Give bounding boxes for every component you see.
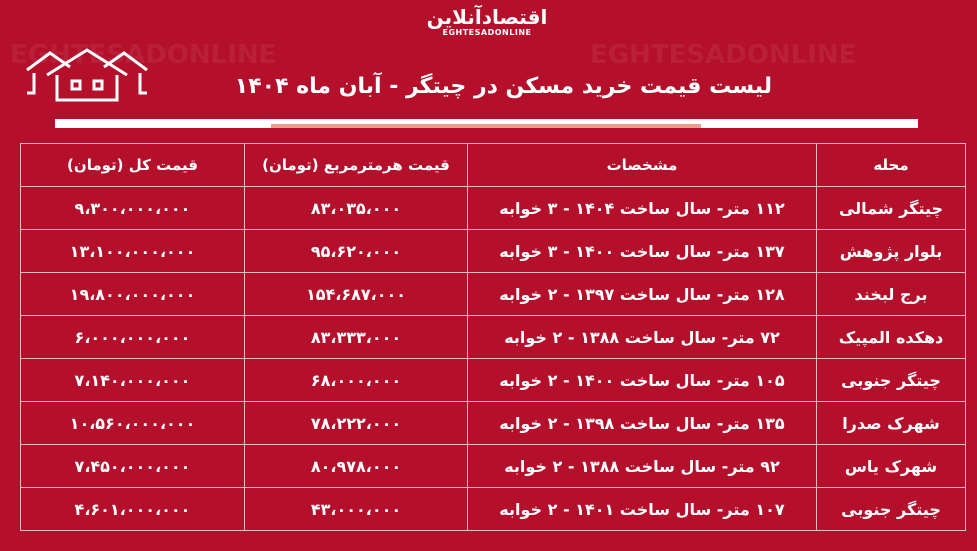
page-title: لیست قیمت خرید مسکن در چیتگر - آبان ماه …	[234, 74, 772, 99]
cell-neighborhood: چیتگر جنوبی	[816, 358, 966, 402]
cell-specs: ۱۰۵ متر- سال ساخت ۱۴۰۰ - ۲ خوابه	[467, 358, 817, 402]
divider	[55, 119, 918, 128]
cell-specs: ۷۲ متر- سال ساخت ۱۳۸۸ - ۲ خوابه	[467, 315, 817, 359]
table-row: بلوار پژوهش ۱۳۷ متر- سال ساخت ۱۴۰۰ - ۳ خو…	[20, 229, 966, 273]
cell-total-price: ۹،۳۰۰،۰۰۰،۰۰۰	[20, 186, 245, 230]
logo-text: اقتصادآنلاین	[426, 5, 548, 29]
cell-price-per-meter: ۸۰،۹۷۸،۰۰۰	[244, 444, 468, 488]
header-specs: مشخصات	[467, 143, 817, 187]
cell-neighborhood: چیتگر جنوبی	[816, 487, 966, 531]
cell-total-price: ۱۰،۵۶۰،۰۰۰،۰۰۰	[20, 401, 245, 445]
cell-price-per-meter: ۷۸،۲۲۲،۰۰۰	[244, 401, 468, 445]
table-row: چیتگر جنوبی ۱۰۵ متر- سال ساخت ۱۴۰۰ - ۲ خو…	[20, 358, 966, 402]
table-header-row: محله مشخصات قیمت هرمترمربع (تومان) قیمت …	[20, 143, 966, 187]
cell-neighborhood: بلوار پژوهش	[816, 229, 966, 273]
cell-total-price: ۶،۰۰۰،۰۰۰،۰۰۰	[20, 315, 245, 359]
houses-icon	[26, 48, 148, 102]
cell-price-per-meter: ۹۵،۶۲۰،۰۰۰	[244, 229, 468, 273]
table-row: شهرک صدرا ۱۳۵ متر- سال ساخت ۱۳۹۸ - ۲ خواب…	[20, 401, 966, 445]
table-row: دهکده المپیک ۷۲ متر- سال ساخت ۱۳۸۸ - ۲ خو…	[20, 315, 966, 359]
cell-price-per-meter: ۱۵۴،۶۸۷،۰۰۰	[244, 272, 468, 316]
watermark: EGHTESADONLINE	[590, 40, 857, 70]
logo: اقتصادآنلاین EGHTESADONLINE	[412, 6, 562, 46]
price-table: محله مشخصات قیمت هرمترمربع (تومان) قیمت …	[20, 143, 966, 531]
cell-specs: ۱۳۵ متر- سال ساخت ۱۳۹۸ - ۲ خوابه	[467, 401, 817, 445]
cell-price-per-meter: ۶۸،۰۰۰،۰۰۰	[244, 358, 468, 402]
table-row: برج لبخند ۱۲۸ متر- سال ساخت ۱۳۹۷ - ۲ خواب…	[20, 272, 966, 316]
cell-total-price: ۴،۶۰۱،۰۰۰،۰۰۰	[20, 487, 245, 531]
cell-specs: ۱۲۸ متر- سال ساخت ۱۳۹۷ - ۲ خوابه	[467, 272, 817, 316]
cell-price-per-meter: ۸۳،۰۳۵،۰۰۰	[244, 186, 468, 230]
cell-total-price: ۷،۴۵۰،۰۰۰،۰۰۰	[20, 444, 245, 488]
cell-total-price: ۱۹،۸۰۰،۰۰۰،۰۰۰	[20, 272, 245, 316]
cell-price-per-meter: ۴۳،۰۰۰،۰۰۰	[244, 487, 468, 531]
table-row: چیتگر شمالی ۱۱۲ متر- سال ساخت ۱۴۰۴ - ۳ خو…	[20, 186, 966, 230]
header-neighborhood: محله	[816, 143, 966, 187]
cell-specs: ۱۱۲ متر- سال ساخت ۱۴۰۴ - ۳ خوابه	[467, 186, 817, 230]
table-row: چیتگر جنوبی ۱۰۷ متر- سال ساخت ۱۴۰۱ - ۲ خو…	[20, 487, 966, 531]
table-row: شهرک یاس ۹۲ متر- سال ساخت ۱۳۸۸ - ۲ خوابه ۸…	[20, 444, 966, 488]
header-price-per-meter: قیمت هرمترمربع (تومان)	[244, 143, 468, 187]
cell-neighborhood: دهکده المپیک	[816, 315, 966, 359]
cell-neighborhood: چیتگر شمالی	[816, 186, 966, 230]
logo-subtext: EGHTESADONLINE	[442, 28, 532, 37]
cell-specs: ۱۰۷ متر- سال ساخت ۱۴۰۱ - ۲ خوابه	[467, 487, 817, 531]
cell-specs: ۹۲ متر- سال ساخت ۱۳۸۸ - ۲ خوابه	[467, 444, 817, 488]
cell-neighborhood: شهرک صدرا	[816, 401, 966, 445]
cell-neighborhood: برج لبخند	[816, 272, 966, 316]
cell-specs: ۱۳۷ متر- سال ساخت ۱۴۰۰ - ۳ خوابه	[467, 229, 817, 273]
header-total-price: قیمت کل (تومان)	[20, 143, 245, 187]
cell-total-price: ۱۳،۱۰۰،۰۰۰،۰۰۰	[20, 229, 245, 273]
cell-total-price: ۷،۱۴۰،۰۰۰،۰۰۰	[20, 358, 245, 402]
divider-accent	[271, 124, 701, 128]
cell-neighborhood: شهرک یاس	[816, 444, 966, 488]
cell-price-per-meter: ۸۳،۳۳۳،۰۰۰	[244, 315, 468, 359]
